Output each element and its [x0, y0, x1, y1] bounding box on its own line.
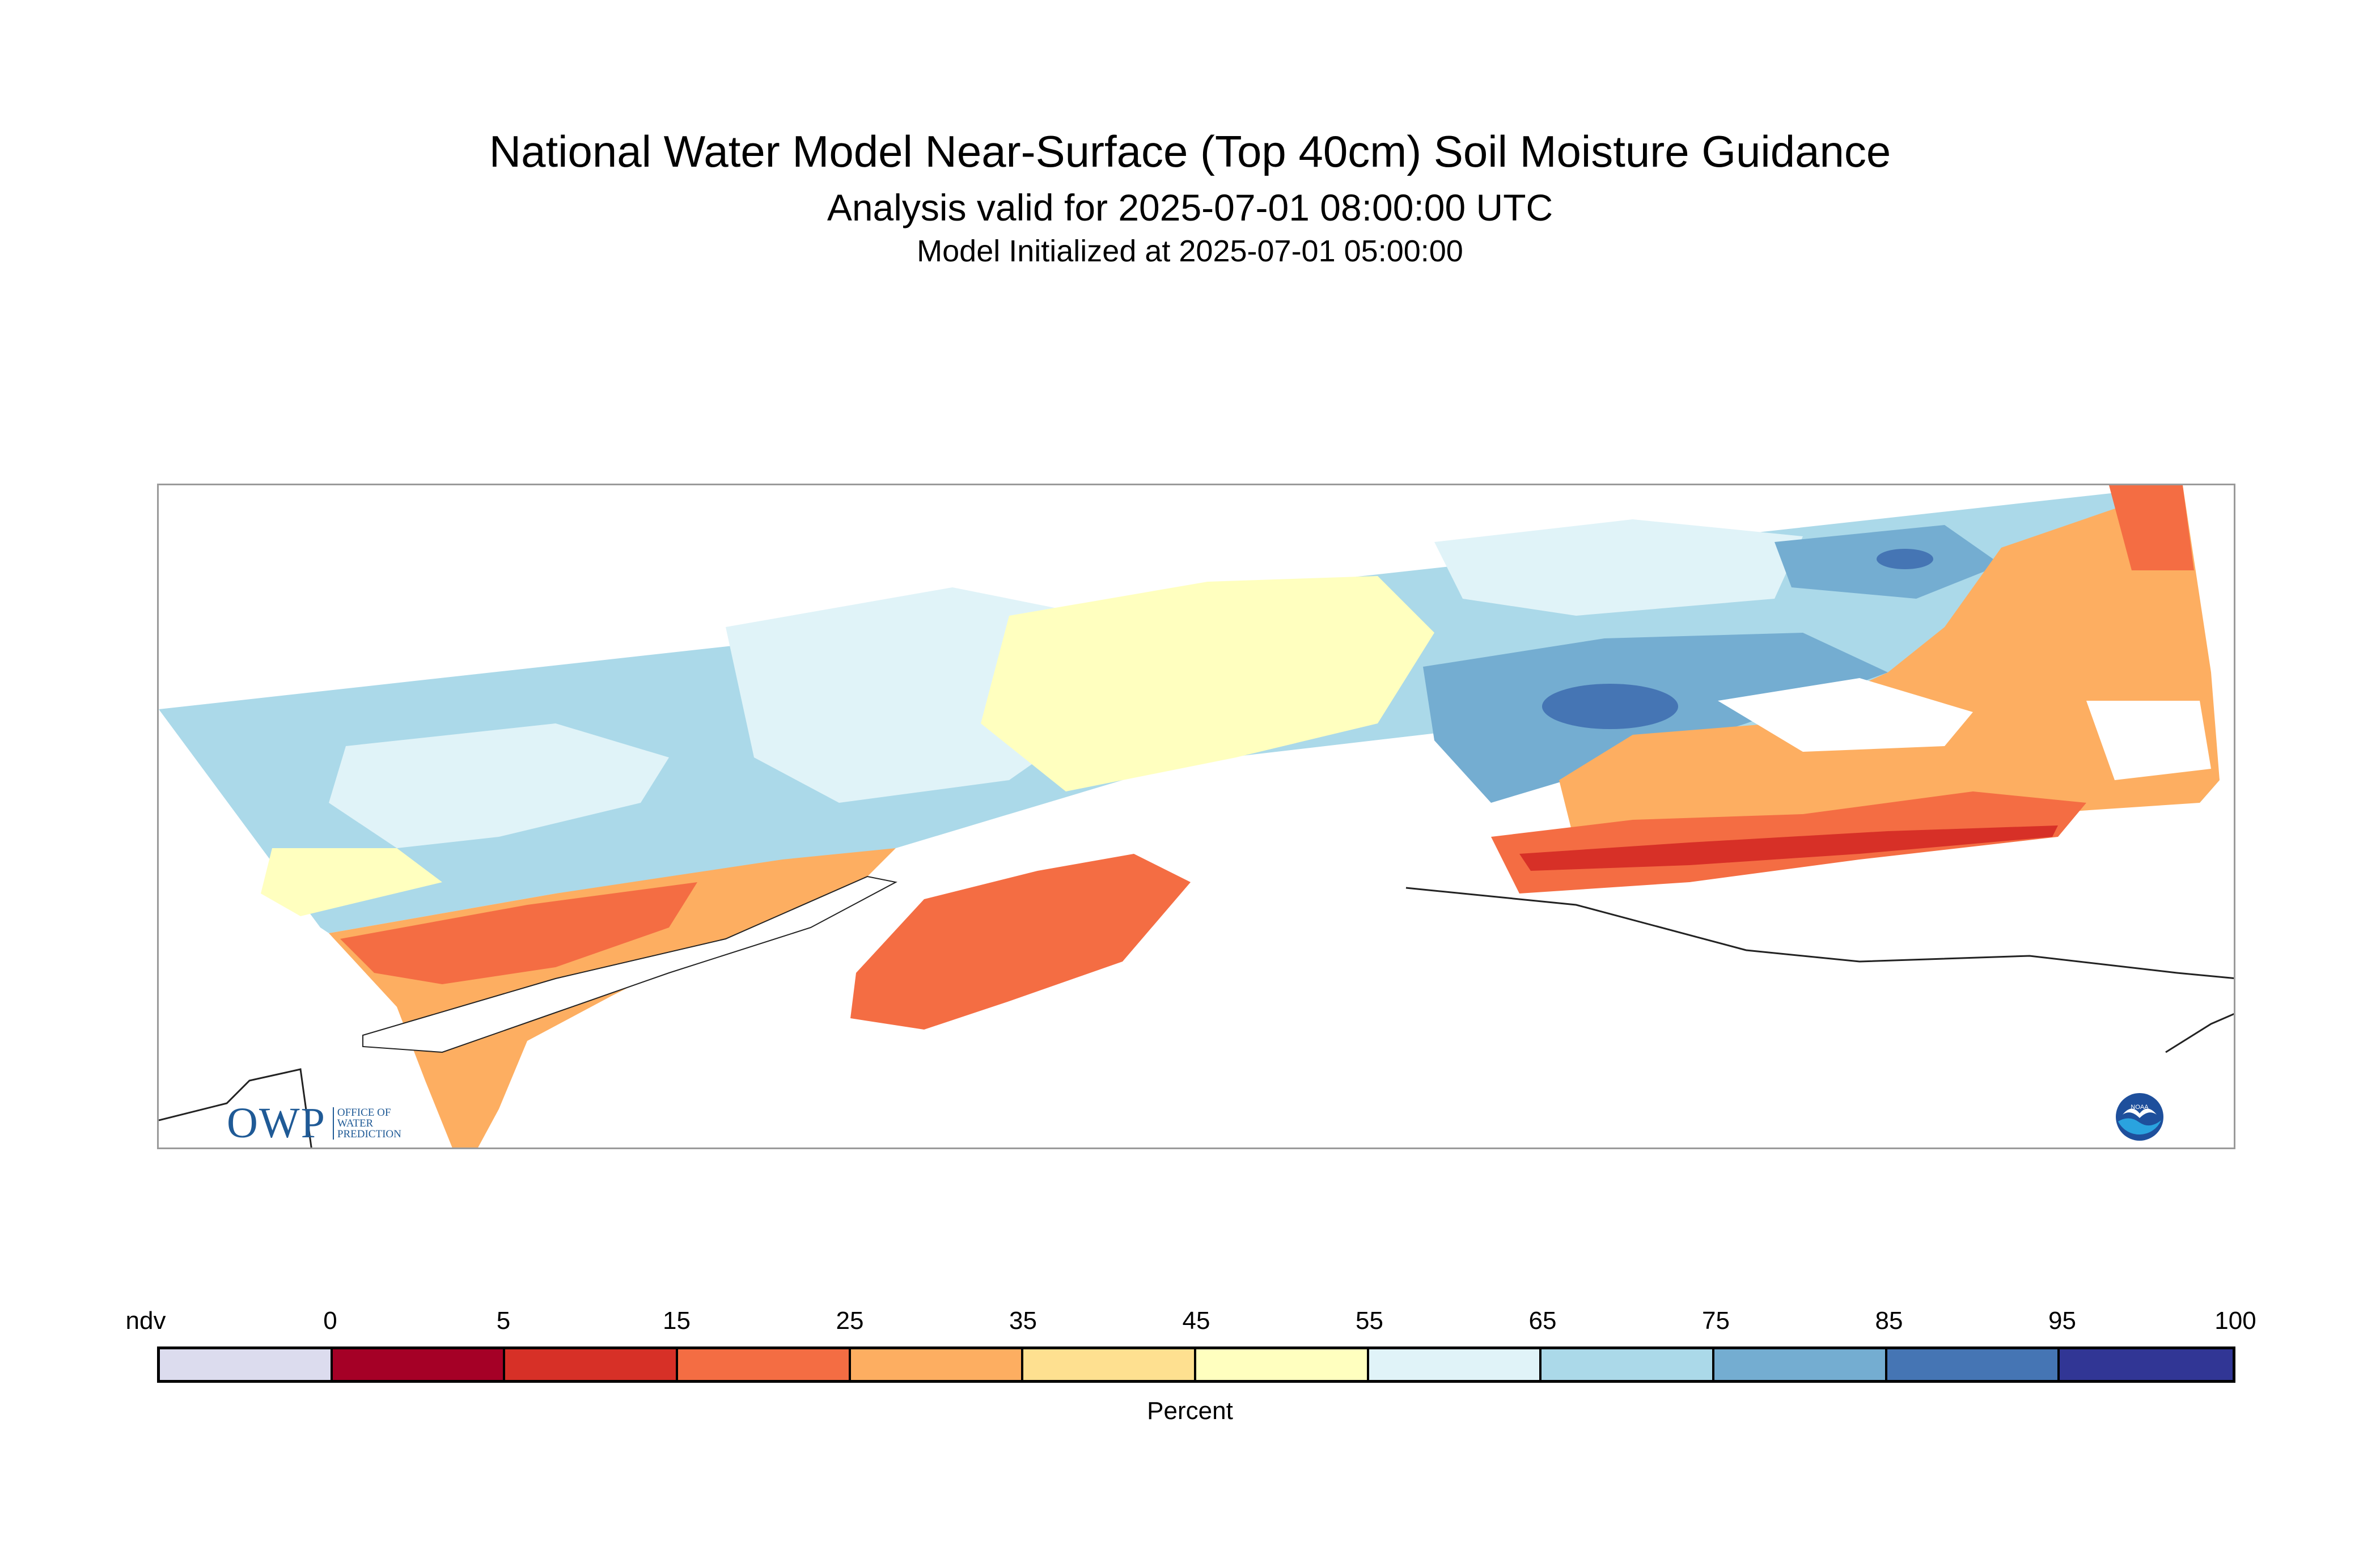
map-canvas [159, 485, 2234, 1147]
neutral-region [981, 576, 1434, 791]
neutral-region [261, 848, 442, 916]
snow-ice-area [2086, 701, 2211, 780]
colorbar-unit-label: Percent [1147, 1397, 1233, 1425]
colorbar-tick-label: ndv [125, 1307, 166, 1335]
colorbar-tick-label: 5 [496, 1307, 511, 1335]
colorbar-tick-label: 85 [1875, 1307, 1903, 1335]
owp-word: PREDICTION [337, 1128, 401, 1140]
drier-region-east [2109, 485, 2194, 570]
colorbar-swatch [160, 1349, 333, 1380]
moist-patch [329, 723, 669, 848]
ocean-inlet [362, 875, 897, 1053]
colorbar-tick-label: 45 [1182, 1307, 1210, 1335]
model-init-time: Model Initialized at 2025-07-01 05:00:00 [917, 234, 1463, 268]
saturated-area [1542, 684, 1678, 729]
colorbar-tick-label: 35 [1009, 1307, 1037, 1335]
coastline [2165, 1013, 2234, 1053]
colorbar-swatch [2060, 1349, 2233, 1380]
colorbar-swatch [505, 1349, 678, 1380]
coastline [1405, 887, 2234, 979]
colorbar-swatch [1887, 1349, 2060, 1380]
noaa-logo-text: NOAA [2131, 1104, 2149, 1111]
colorbar-tick-label: 65 [1528, 1307, 1557, 1335]
dry-island [850, 854, 1191, 1030]
colorbar-swatch [332, 1349, 506, 1380]
colorbar-swatch [1369, 1349, 1542, 1380]
colorbar-swatch [1714, 1349, 1887, 1380]
moist-patch [1434, 519, 1803, 616]
owp-logo-letters: OWP [227, 1099, 326, 1147]
owp-word: WATER [337, 1117, 374, 1129]
colorbar-swatch [1023, 1349, 1196, 1380]
colorbar-tick-label: 15 [663, 1307, 691, 1335]
colorbar-tick-label: 75 [1702, 1307, 1730, 1335]
drier-region-southwest [340, 882, 697, 984]
colorbar-tick-label: 0 [323, 1307, 337, 1335]
owp-word: OFFICE OF [337, 1107, 391, 1119]
owp-logo: OWP OFFICE OF WATER PREDICTION [227, 1099, 401, 1148]
snow-ice-area [1718, 678, 1973, 752]
colorbar [157, 1346, 2235, 1383]
very-dry-band [1519, 825, 2058, 871]
snow-ice-area [1236, 791, 1491, 894]
colorbar-swatch [850, 1349, 1024, 1380]
colorbar-tick-label: 55 [1356, 1307, 1383, 1335]
noaa-logo: NOAA [2116, 1093, 2163, 1141]
coastline [159, 1068, 312, 1147]
owp-logo-words: OFFICE OF WATER PREDICTION [332, 1107, 401, 1140]
soil-moisture-map [157, 484, 2235, 1149]
colorbar-tick-label: 25 [836, 1307, 864, 1335]
colorbar-swatch [1196, 1349, 1369, 1380]
colorbar-swatch [677, 1349, 851, 1380]
map-title: National Water Model Near-Surface (Top 4… [489, 126, 1891, 176]
colorbar-swatch [1542, 1349, 1714, 1380]
colorbar-tick-label: 95 [2048, 1307, 2076, 1335]
dry-region-east [1559, 485, 2220, 882]
saturated-area [1877, 549, 1933, 569]
colorbar-tick-label: 100 [2214, 1307, 2256, 1335]
map-subtitle: Analysis valid for 2025-07-01 08:00:00 U… [827, 187, 1553, 228]
